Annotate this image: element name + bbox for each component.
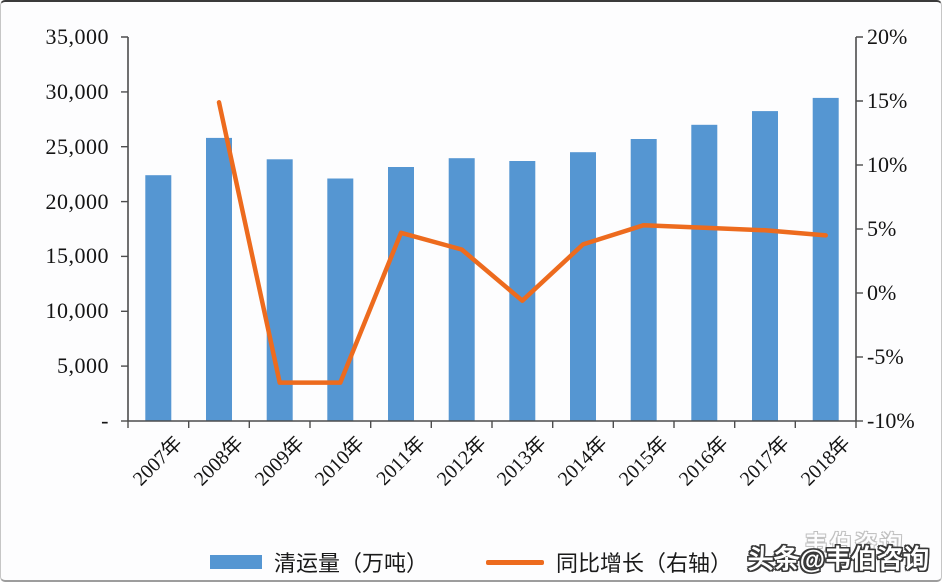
bar-2008年 <box>206 137 232 421</box>
bar-2016年 <box>691 124 718 422</box>
right-axis-tick-label: 15% <box>867 88 908 113</box>
legend-line-label: 同比增长（右轴） <box>556 551 733 576</box>
bar-2014年 <box>570 152 596 421</box>
left-axis-tick-label: - <box>101 408 109 433</box>
left-axis-tick-label: 5,000 <box>57 353 109 379</box>
bar-2011年 <box>388 167 414 421</box>
right-axis-tick-label: 10% <box>867 152 908 177</box>
legend-item-growth: 同比增长（右轴） <box>486 546 732 578</box>
left-axis-tick-label: 30,000 <box>45 78 109 104</box>
left-axis-tick-label: 25,000 <box>45 133 109 159</box>
right-axis-tick-label: 0% <box>867 280 897 305</box>
right-axis-tick-label: 5% <box>867 216 897 241</box>
bar-2015年 <box>630 139 657 421</box>
legend-item-volume: 清运量（万吨） <box>209 546 428 578</box>
right-axis-tick-label: 20% <box>867 24 908 49</box>
left-axis-tick-label: 35,000 <box>45 24 109 49</box>
bar-2007年 <box>145 175 172 421</box>
bar-2018年 <box>812 97 839 422</box>
watermark: 韦伯咨询 头条@韦伯咨询 <box>691 531 931 580</box>
watermark-ghost-text: 韦伯咨询 <box>804 531 905 556</box>
watermark-text: 头条@韦伯咨询 <box>747 544 929 574</box>
right-axis-tick-label: -10% <box>867 408 915 433</box>
growth-line <box>216 100 828 385</box>
left-axis-tick-label: 15,000 <box>45 243 109 269</box>
legend-bar-label: 清运量（万吨） <box>273 551 428 576</box>
legend-bar-swatch <box>209 555 262 569</box>
legend-line-swatch <box>486 559 544 565</box>
bar-2012年 <box>448 158 475 421</box>
left-axis-tick-label: 10,000 <box>45 298 109 324</box>
chart-legend: 清运量（万吨） 同比增长（右轴） <box>1 546 941 578</box>
right-axis-tick-label: -5% <box>867 344 904 369</box>
bar-2017年 <box>752 111 778 421</box>
left-axis-tick-label: 20,000 <box>45 188 109 214</box>
